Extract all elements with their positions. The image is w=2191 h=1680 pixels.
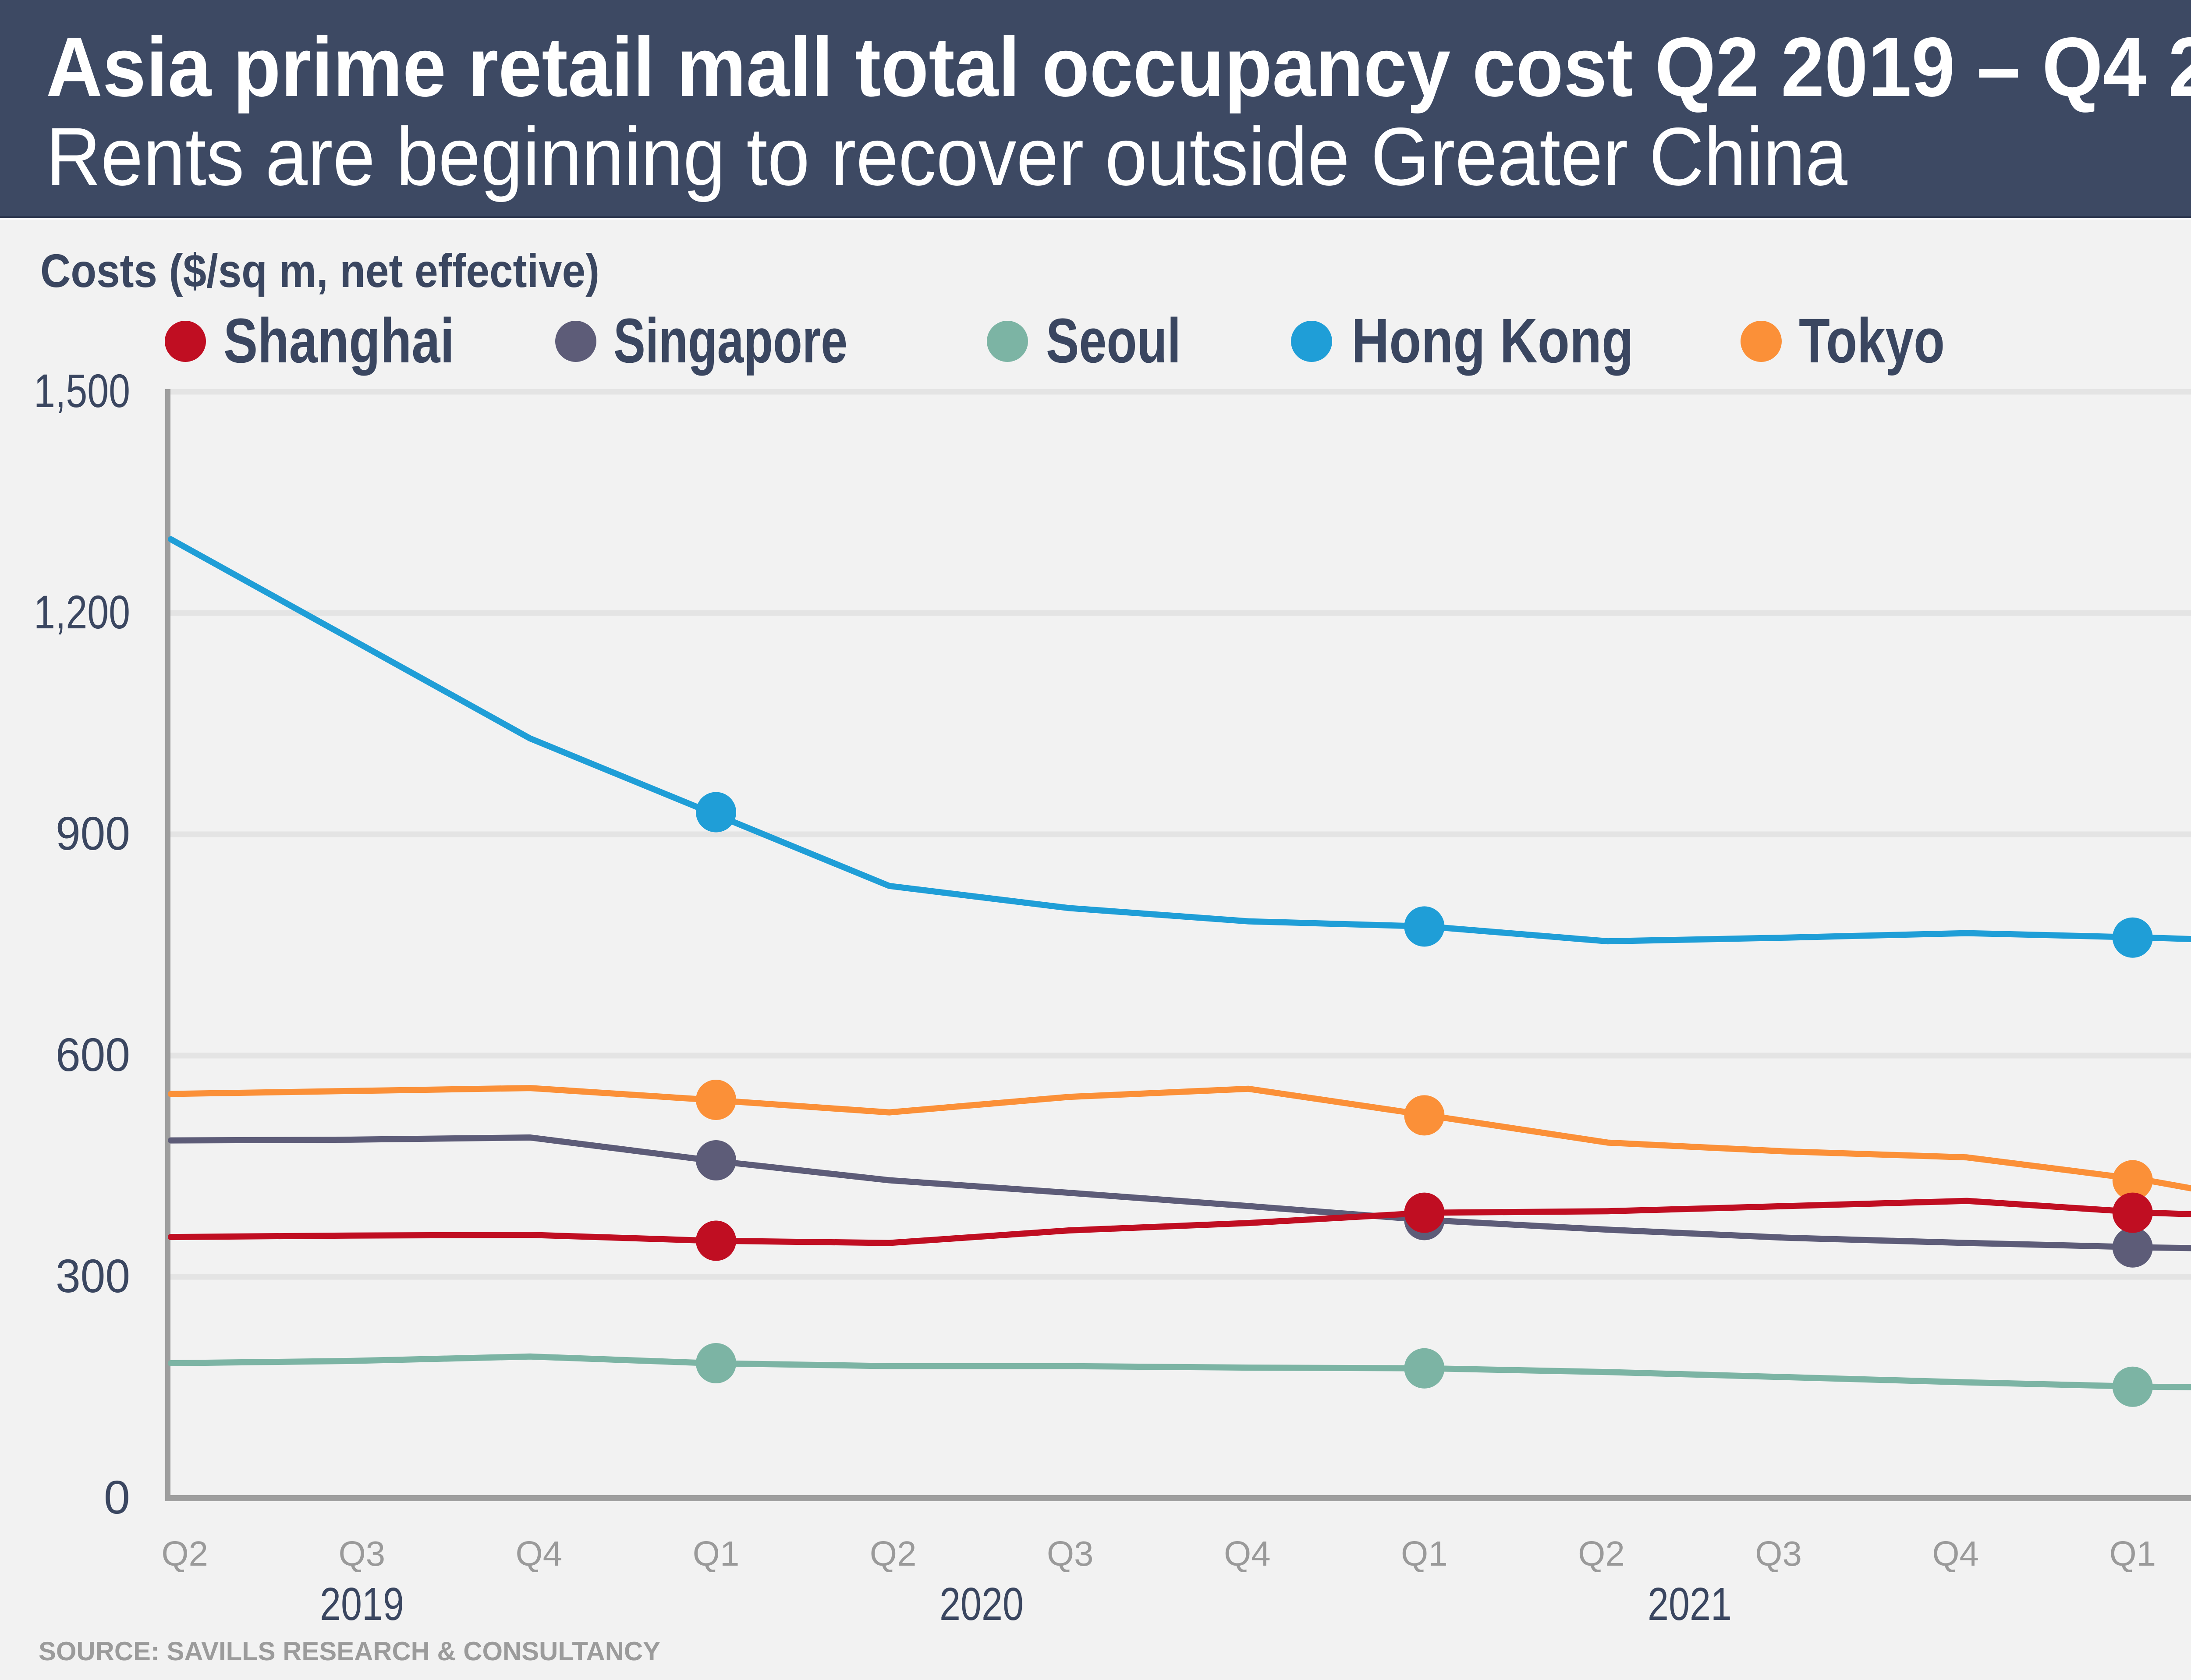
svg-text:Q2: Q2 (161, 1534, 208, 1573)
svg-text:Q4: Q4 (1932, 1534, 1979, 1573)
svg-text:2020: 2020 (940, 1578, 1024, 1630)
svg-text:Singapore: Singapore (613, 305, 847, 376)
svg-text:Seoul: Seoul (1046, 305, 1181, 376)
svg-text:Q3: Q3 (338, 1534, 385, 1573)
svg-text:1,500: 1,500 (34, 364, 130, 417)
svg-text:Q4: Q4 (516, 1534, 563, 1573)
svg-text:2021: 2021 (1648, 1578, 1732, 1630)
svg-text:2019: 2019 (320, 1578, 404, 1630)
svg-text:Q1: Q1 (693, 1534, 740, 1573)
svg-text:600: 600 (56, 1028, 130, 1081)
svg-text:Q1: Q1 (1401, 1534, 1448, 1573)
svg-text:Q3: Q3 (1047, 1534, 1094, 1573)
svg-text:SOURCE: SAVILLS RESEARCH & CON: SOURCE: SAVILLS RESEARCH & CONSULTANCY (39, 1637, 660, 1666)
svg-text:Hong Kong: Hong Kong (1351, 305, 1634, 376)
svg-text:Asia prime retail mall total o: Asia prime retail mall total occupancy c… (46, 20, 2191, 114)
svg-text:900: 900 (56, 807, 130, 860)
svg-text:Q3: Q3 (1755, 1534, 1802, 1573)
svg-text:Costs ($/sq m, net effective): Costs ($/sq m, net effective) (40, 244, 599, 297)
svg-text:Q2: Q2 (870, 1534, 917, 1573)
svg-text:0: 0 (104, 1471, 130, 1524)
svg-text:1,200: 1,200 (34, 585, 130, 638)
svg-text:Q4: Q4 (1224, 1534, 1271, 1573)
svg-text:Q2: Q2 (1578, 1534, 1625, 1573)
svg-text:300: 300 (56, 1249, 130, 1302)
svg-text:Q1: Q1 (2109, 1534, 2156, 1573)
svg-text:Shanghai: Shanghai (223, 305, 454, 376)
svg-text:Rents are beginning to recover: Rents are beginning to recover outside G… (46, 110, 1847, 202)
svg-text:Tokyo: Tokyo (1799, 305, 1945, 376)
